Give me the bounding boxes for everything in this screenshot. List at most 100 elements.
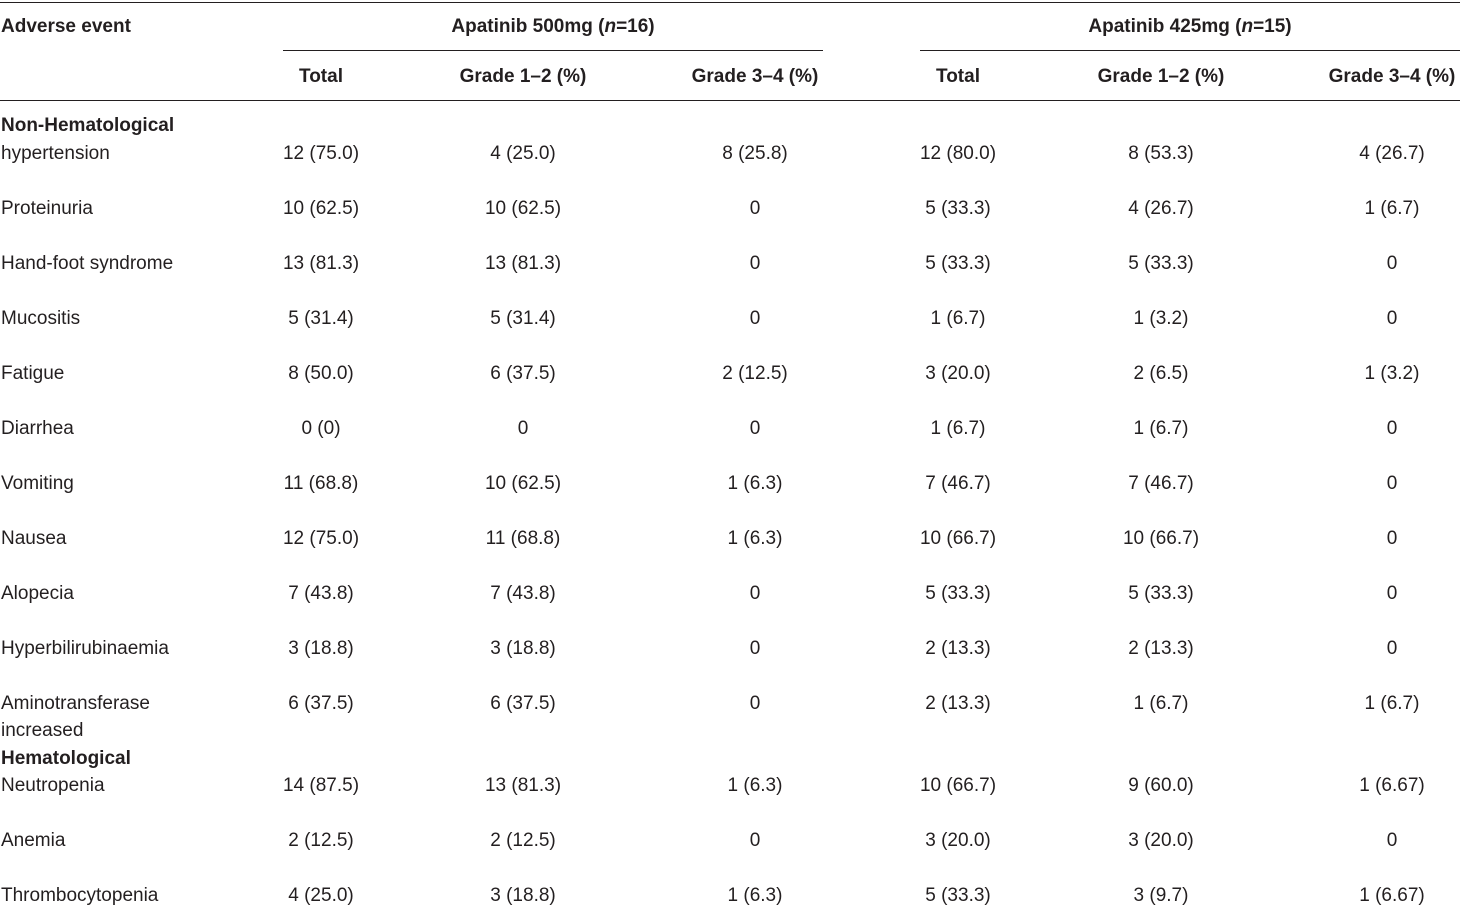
- table-cell: 3 (20.0): [925, 363, 991, 384]
- row-label: Neutropenia: [1, 775, 105, 796]
- col-header-adverse-event: Adverse event: [1, 16, 131, 37]
- table-cell: 7 (46.7): [925, 473, 991, 494]
- table-cell: 0: [749, 830, 761, 851]
- table-cell: 0: [749, 253, 761, 274]
- table-cell: 0: [749, 308, 761, 329]
- table-cell: 4 (26.7): [1128, 198, 1194, 219]
- table-cell: 1 (6.67): [1359, 885, 1425, 906]
- section-title: Non-Hematological: [1, 115, 175, 136]
- table-cell: 6 (37.5): [288, 693, 354, 714]
- table-cell: 1 (3.2): [1364, 363, 1420, 384]
- table-cell: 1 (6.3): [727, 885, 783, 906]
- sub-header-total-500: Total: [299, 66, 343, 87]
- group-rule-500mg: [283, 50, 823, 51]
- table-cell: 12 (75.0): [282, 143, 360, 164]
- table-cell: 0: [1386, 473, 1398, 494]
- table-cell: 13 (81.3): [484, 775, 562, 796]
- table-cell: 3 (20.0): [925, 830, 991, 851]
- row-label: Anemia: [1, 830, 66, 851]
- table-cell: 0 (0): [301, 418, 341, 439]
- table-cell: 2 (12.5): [288, 830, 354, 851]
- table-cell: 0: [1386, 308, 1398, 329]
- table-cell: 7 (43.8): [288, 583, 354, 604]
- table-cell: 12 (80.0): [919, 143, 997, 164]
- table-cell: 2 (13.3): [925, 693, 991, 714]
- table-cell: 1 (6.7): [930, 308, 986, 329]
- table-cell: 14 (87.5): [282, 775, 360, 796]
- table-cell: 5 (33.3): [925, 583, 991, 604]
- table-cell: 5 (33.3): [1128, 583, 1194, 604]
- table-cell: 0: [1386, 253, 1398, 274]
- table-cell: 1 (6.7): [1364, 693, 1420, 714]
- table-cell: 4 (26.7): [1359, 143, 1425, 164]
- row-label: Aminotransferase: [1, 693, 150, 714]
- table-cell: 3 (18.8): [490, 638, 556, 659]
- table-cell: 3 (18.8): [288, 638, 354, 659]
- table-cell: 5 (31.4): [490, 308, 556, 329]
- header-bottom-rule: [0, 100, 1460, 101]
- table-cell: 10 (62.5): [282, 198, 360, 219]
- table-cell: 13 (81.3): [282, 253, 360, 274]
- section-title: Hematological: [1, 748, 131, 769]
- table-cell: 5 (31.4): [288, 308, 354, 329]
- table-cell: 7 (43.8): [490, 583, 556, 604]
- table-cell: 2 (13.3): [1128, 638, 1194, 659]
- table-cell: 9 (60.0): [1128, 775, 1194, 796]
- table-cell: 0: [749, 693, 761, 714]
- table-cell: 1 (6.7): [1133, 418, 1189, 439]
- table-cell: 1 (6.3): [727, 528, 783, 549]
- sub-header-grade12-500: Grade 1–2 (%): [459, 66, 587, 87]
- table-cell: 3 (9.7): [1133, 885, 1189, 906]
- table-cell: 12 (75.0): [282, 528, 360, 549]
- table-top-rule: [0, 2, 1460, 3]
- table-cell: 1 (6.7): [1133, 693, 1189, 714]
- group-header-500mg: Apatinib 500mg (n=16): [451, 16, 655, 37]
- row-label: Vomiting: [1, 473, 74, 494]
- table-cell: 1 (6.67): [1359, 775, 1425, 796]
- row-label: Diarrhea: [1, 418, 74, 439]
- table-cell: 0: [749, 198, 761, 219]
- table-cell: 11 (68.8): [283, 473, 359, 494]
- table-cell: 0: [749, 583, 761, 604]
- table-cell: 5 (33.3): [925, 253, 991, 274]
- row-label-continued: increased: [1, 720, 84, 741]
- table-cell: 2 (12.5): [722, 363, 788, 384]
- sub-header-total-425: Total: [936, 66, 980, 87]
- table-cell: 0: [1386, 418, 1398, 439]
- table-cell: 0: [1386, 583, 1398, 604]
- row-label: Thrombocytopenia: [1, 885, 159, 906]
- table-cell: 1 (6.3): [727, 473, 783, 494]
- table-cell: 8 (25.8): [722, 143, 788, 164]
- row-label: Fatigue: [1, 363, 65, 384]
- row-label: Proteinuria: [1, 198, 93, 219]
- table-cell: 7 (46.7): [1128, 473, 1194, 494]
- table-cell: 0: [517, 418, 529, 439]
- table-cell: 11 (68.8): [485, 528, 561, 549]
- table-cell: 13 (81.3): [484, 253, 562, 274]
- table-cell: 3 (20.0): [1128, 830, 1194, 851]
- table-cell: 5 (33.3): [925, 198, 991, 219]
- table-cell: 5 (33.3): [925, 885, 991, 906]
- table-cell: 0: [1386, 638, 1398, 659]
- row-label: Hand-foot syndrome: [1, 253, 174, 274]
- table-cell: 1 (3.2): [1133, 308, 1189, 329]
- table-cell: 10 (62.5): [484, 473, 562, 494]
- table-cell: 10 (62.5): [484, 198, 562, 219]
- table-cell: 0: [1386, 528, 1398, 549]
- table-cell: 2 (13.3): [925, 638, 991, 659]
- table-cell: 8 (53.3): [1128, 143, 1194, 164]
- row-label: hypertension: [1, 143, 110, 164]
- table-cell: 6 (37.5): [490, 363, 556, 384]
- row-label: Hyperbilirubinaemia: [1, 638, 169, 659]
- table-cell: 6 (37.5): [490, 693, 556, 714]
- table-cell: 1 (6.3): [727, 775, 783, 796]
- table-cell: 10 (66.7): [919, 775, 997, 796]
- group-rule-425mg: [920, 50, 1460, 51]
- row-label: Alopecia: [1, 583, 74, 604]
- table-cell: 1 (6.7): [930, 418, 986, 439]
- table-cell: 0: [1386, 830, 1398, 851]
- sub-header-grade34-425: Grade 3–4 (%): [1328, 66, 1456, 87]
- table-cell: 5 (33.3): [1128, 253, 1194, 274]
- sub-header-grade34-500: Grade 3–4 (%): [691, 66, 819, 87]
- table-cell: 2 (6.5): [1133, 363, 1189, 384]
